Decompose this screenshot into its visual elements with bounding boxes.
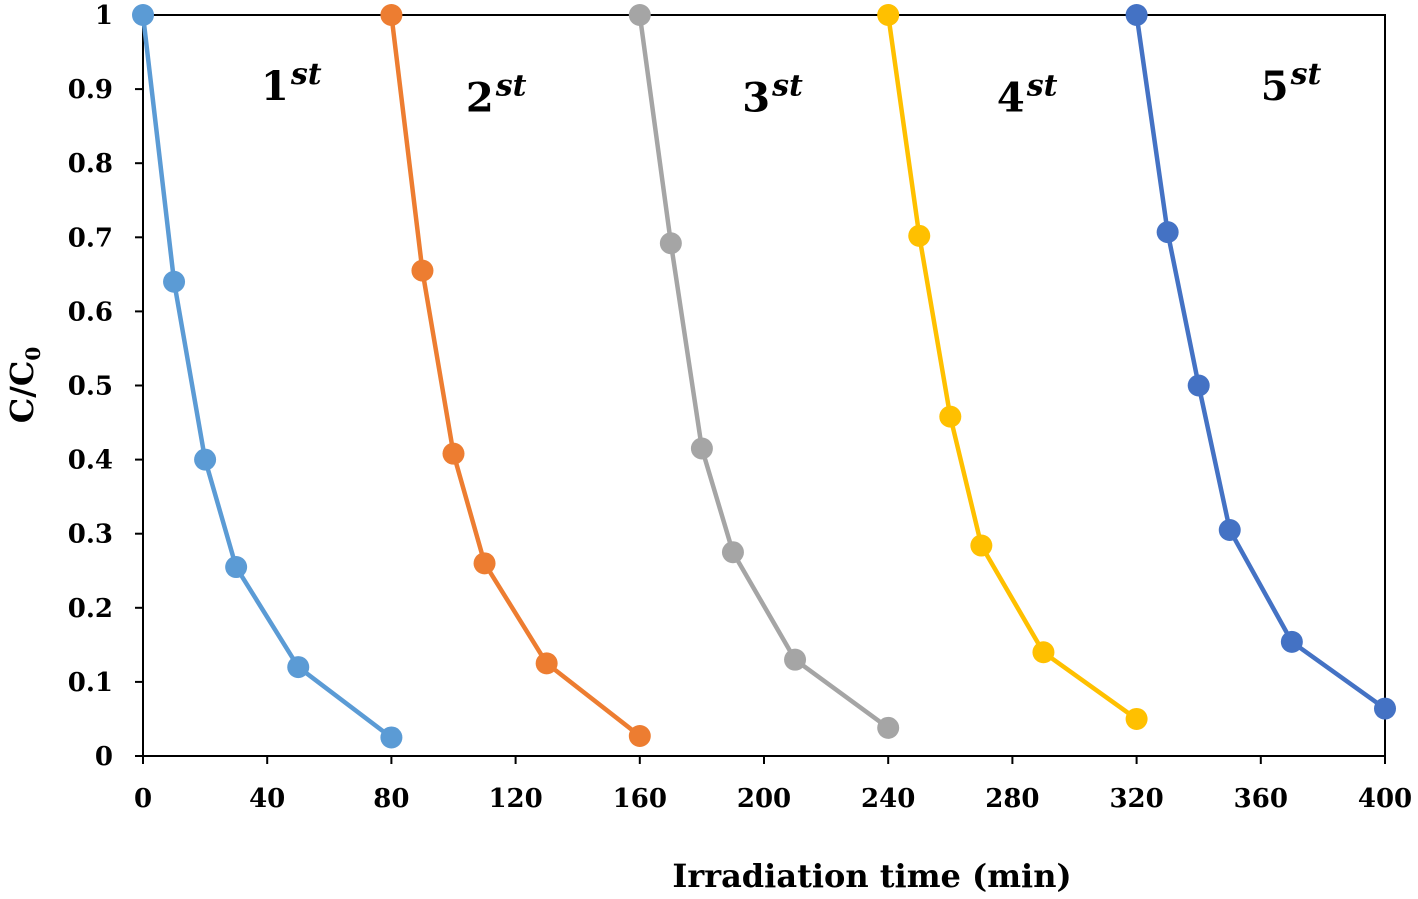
y-tick-label: 0.4 bbox=[68, 446, 113, 476]
cycle-label-suffix: st bbox=[495, 68, 527, 103]
series-line bbox=[885, 14, 1138, 721]
x-tick-label: 80 bbox=[373, 784, 409, 814]
cycle-label-5: 5st bbox=[1261, 57, 1322, 110]
y-tick-label: 0.7 bbox=[68, 223, 113, 253]
cycle-label-number: 1 bbox=[261, 63, 289, 110]
data-point bbox=[194, 448, 217, 471]
y-tick-label: 1 bbox=[95, 1, 113, 31]
cycle-label-number: 3 bbox=[742, 74, 770, 121]
series-cycle-5 bbox=[1125, 4, 1396, 720]
data-point bbox=[908, 224, 931, 247]
y-axis-title-main: C/C bbox=[3, 361, 41, 424]
y-tick-label: 0.5 bbox=[68, 372, 113, 402]
series-line bbox=[1134, 14, 1387, 711]
data-point bbox=[411, 259, 434, 282]
series-line bbox=[389, 14, 642, 738]
data-point bbox=[628, 724, 651, 747]
cycle-label-suffix: st bbox=[771, 68, 803, 103]
data-point bbox=[939, 405, 962, 428]
x-tick-label: 360 bbox=[1234, 784, 1288, 814]
cycle-label-suffix: st bbox=[290, 57, 322, 92]
data-point bbox=[1187, 374, 1210, 397]
data-point bbox=[1156, 221, 1179, 244]
data-point bbox=[535, 652, 558, 675]
x-tick-label: 120 bbox=[488, 784, 542, 814]
cycle-label-3: 3st bbox=[742, 68, 803, 121]
series-layer bbox=[132, 4, 1396, 749]
data-point bbox=[690, 437, 713, 460]
x-tick-label: 400 bbox=[1358, 784, 1412, 814]
data-point bbox=[1032, 641, 1055, 664]
data-point bbox=[1280, 630, 1303, 653]
data-point bbox=[877, 4, 900, 26]
x-axis-title: Irradiation time (min) bbox=[672, 857, 1071, 895]
y-tick-label: 0 bbox=[95, 742, 113, 772]
x-axis-ticks: 0 40 80 120 160 200 240 280 320 360 400 bbox=[134, 756, 1412, 814]
data-point bbox=[132, 4, 154, 26]
series-line bbox=[637, 14, 890, 730]
data-point bbox=[659, 232, 682, 255]
cycle-label-number: 5 bbox=[1261, 63, 1289, 110]
data-point bbox=[287, 656, 310, 679]
cycle-label-4: 4st bbox=[997, 68, 1058, 121]
y-axis-ticks: 0 0.1 0.2 0.3 0.4 0.5 0.6 0.7 0.8 0.9 1 bbox=[68, 1, 143, 772]
data-point bbox=[163, 270, 186, 293]
series-cycle-3 bbox=[628, 4, 900, 739]
y-axis-title-subscript: 0 bbox=[21, 347, 45, 361]
data-point bbox=[721, 541, 744, 564]
x-tick-label: 200 bbox=[737, 784, 791, 814]
series-line bbox=[140, 14, 393, 740]
cycle-label-suffix: st bbox=[1026, 68, 1058, 103]
data-point bbox=[442, 442, 465, 465]
x-tick-label: 40 bbox=[249, 784, 285, 814]
data-point bbox=[225, 556, 248, 579]
x-tick-label: 0 bbox=[134, 784, 152, 814]
series-cycle-2 bbox=[380, 4, 651, 747]
x-tick-label: 240 bbox=[861, 784, 915, 814]
data-point bbox=[380, 726, 403, 749]
y-tick-label: 0.2 bbox=[68, 594, 113, 624]
y-tick-label: 0.9 bbox=[68, 75, 113, 105]
y-tick-label: 0.6 bbox=[68, 297, 113, 327]
data-point bbox=[784, 648, 807, 671]
series-cycle-1 bbox=[132, 4, 403, 749]
data-point bbox=[1218, 518, 1241, 541]
data-point bbox=[380, 4, 403, 26]
data-point bbox=[1125, 4, 1148, 26]
data-point bbox=[1125, 707, 1148, 730]
x-tick-label: 160 bbox=[613, 784, 667, 814]
y-tick-label: 0.1 bbox=[68, 668, 113, 698]
x-tick-label: 320 bbox=[1109, 784, 1163, 814]
data-point bbox=[1374, 697, 1396, 720]
cycle-label-number: 2 bbox=[466, 74, 494, 121]
data-point bbox=[473, 552, 496, 575]
data-point bbox=[877, 716, 900, 739]
y-tick-label: 0.8 bbox=[68, 149, 113, 179]
data-point bbox=[970, 534, 993, 557]
series-cycle-4 bbox=[877, 4, 1148, 730]
x-tick-label: 280 bbox=[985, 784, 1039, 814]
data-point bbox=[628, 4, 651, 26]
y-axis-title: C/C0 bbox=[3, 347, 45, 424]
cycle-label-2: 2st bbox=[466, 68, 527, 121]
cycle-label-suffix: st bbox=[1290, 57, 1322, 92]
cycle-label-1: 1st bbox=[261, 57, 322, 110]
y-tick-label: 0.3 bbox=[68, 520, 113, 550]
cycle-label-number: 4 bbox=[997, 74, 1025, 121]
cycle-labels: 1st 2st 3st 4st 5st bbox=[261, 57, 1322, 121]
